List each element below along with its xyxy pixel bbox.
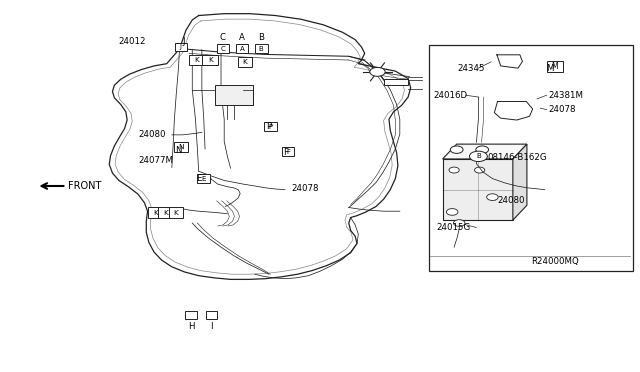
Circle shape xyxy=(486,194,498,201)
Text: C: C xyxy=(220,33,226,42)
Text: I: I xyxy=(210,322,212,331)
Circle shape xyxy=(474,167,484,173)
Text: M: M xyxy=(546,64,554,73)
Bar xyxy=(429,45,633,271)
Bar xyxy=(237,57,252,67)
Text: H: H xyxy=(188,322,195,331)
Text: K: K xyxy=(243,59,247,65)
Text: 24078: 24078 xyxy=(291,185,319,193)
Text: 24012: 24012 xyxy=(119,37,147,46)
Bar xyxy=(173,142,188,152)
Text: M: M xyxy=(552,62,558,71)
Text: F: F xyxy=(283,148,288,157)
Text: A: A xyxy=(239,33,245,42)
Bar xyxy=(189,55,204,65)
Text: FRONT: FRONT xyxy=(68,181,102,191)
Text: K: K xyxy=(173,210,178,216)
Circle shape xyxy=(449,167,460,173)
Text: P: P xyxy=(268,124,272,130)
Text: 24016D: 24016D xyxy=(434,91,468,100)
Text: B: B xyxy=(259,33,264,42)
Text: J: J xyxy=(180,44,182,49)
Bar xyxy=(159,207,173,218)
Bar xyxy=(202,55,218,65)
Text: E: E xyxy=(196,174,202,183)
Bar xyxy=(236,44,248,53)
Bar xyxy=(148,207,163,218)
Circle shape xyxy=(370,67,385,76)
Circle shape xyxy=(469,151,487,161)
Bar xyxy=(255,44,268,53)
Bar xyxy=(214,85,253,105)
Text: J: J xyxy=(182,37,185,46)
Circle shape xyxy=(451,146,463,153)
Text: N: N xyxy=(178,144,184,150)
Bar xyxy=(175,42,186,51)
Text: 24077M: 24077M xyxy=(139,156,173,165)
Text: K: K xyxy=(195,57,199,63)
Text: E: E xyxy=(202,176,206,182)
Bar xyxy=(205,311,217,319)
Text: 24080: 24080 xyxy=(139,130,166,140)
Bar xyxy=(264,122,276,131)
Text: B: B xyxy=(259,46,264,52)
Bar xyxy=(384,78,408,85)
Bar xyxy=(443,159,513,220)
Text: P: P xyxy=(266,122,271,131)
Bar xyxy=(197,174,210,183)
Text: 08146-B162G: 08146-B162G xyxy=(487,153,547,161)
Text: B: B xyxy=(476,153,481,159)
Text: 24080: 24080 xyxy=(497,196,525,205)
Text: 24078: 24078 xyxy=(548,105,576,114)
Circle shape xyxy=(454,220,465,227)
Bar xyxy=(282,147,294,156)
Bar xyxy=(185,311,196,319)
Text: 24345: 24345 xyxy=(458,64,485,73)
Text: K: K xyxy=(208,57,212,63)
Text: 24381M: 24381M xyxy=(548,91,584,100)
Bar xyxy=(169,207,182,218)
Circle shape xyxy=(476,146,488,153)
Text: K: K xyxy=(163,210,168,216)
Text: F: F xyxy=(286,149,290,155)
Text: K: K xyxy=(153,210,157,216)
Text: 24015G: 24015G xyxy=(436,223,470,232)
Bar xyxy=(547,61,563,72)
Text: C: C xyxy=(221,46,225,52)
Text: R24000MQ: R24000MQ xyxy=(531,257,579,266)
Text: N: N xyxy=(175,146,182,155)
Bar xyxy=(216,44,229,53)
Polygon shape xyxy=(513,144,527,220)
Circle shape xyxy=(447,209,458,215)
Text: A: A xyxy=(240,46,244,52)
Polygon shape xyxy=(443,144,527,159)
